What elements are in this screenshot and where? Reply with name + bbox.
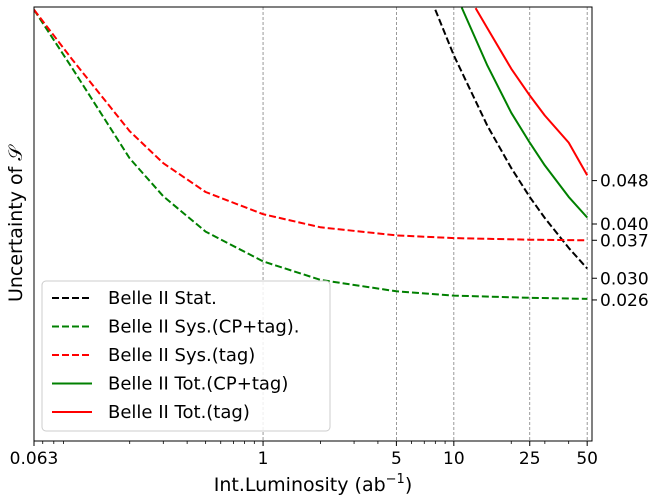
x-tick-label: 1 <box>258 449 269 469</box>
legend-label: Belle II Tot.(CP+tag) <box>108 374 288 395</box>
series-line-2 <box>34 9 588 300</box>
x-axis-label-superscript: −1 <box>386 472 405 487</box>
y-axis-label: Uncertainty of 𝒮 <box>5 144 27 302</box>
legend: Belle II Stat. Belle II Sys.(CP+tag). Bell… <box>41 280 331 432</box>
series-lines <box>34 7 589 300</box>
y-tick-label: 0.026 <box>600 291 649 311</box>
legend-label: Belle II Sys.(tag) <box>108 345 255 366</box>
legend-label: Belle II Tot.(tag) <box>108 402 250 423</box>
series-line-4 <box>460 7 588 219</box>
y-tick-label: 0.037 <box>600 231 649 251</box>
x-tick-label: 10 <box>443 449 465 469</box>
y-tick-label: 0.040 <box>600 215 649 235</box>
x-axis-ticks: 0.063 1 5 10 25 50 <box>10 441 598 469</box>
x-tick-label: 5 <box>391 449 402 469</box>
x-tick-label: 25 <box>519 449 541 469</box>
legend-label: Belle II Stat. <box>108 288 217 309</box>
x-tick-label: 0.063 <box>10 449 59 469</box>
legend-frame <box>41 280 331 432</box>
legend-items: Belle II Stat. Belle II Sys.(CP+tag). Bell… <box>52 288 300 423</box>
x-tick-label: 50 <box>576 449 598 469</box>
y-tick-label: 0.030 <box>600 269 649 289</box>
series-line-1 <box>434 9 588 270</box>
series-line-3 <box>34 9 588 242</box>
x-axis-label: Int.Luminosity (ab−1) <box>214 472 413 496</box>
legend-label: Belle II Sys.(CP+tag). <box>108 317 300 338</box>
y-tick-label: 0.048 <box>600 172 649 192</box>
x-axis-label-close: ) <box>405 474 412 496</box>
series-line-5 <box>474 7 589 176</box>
